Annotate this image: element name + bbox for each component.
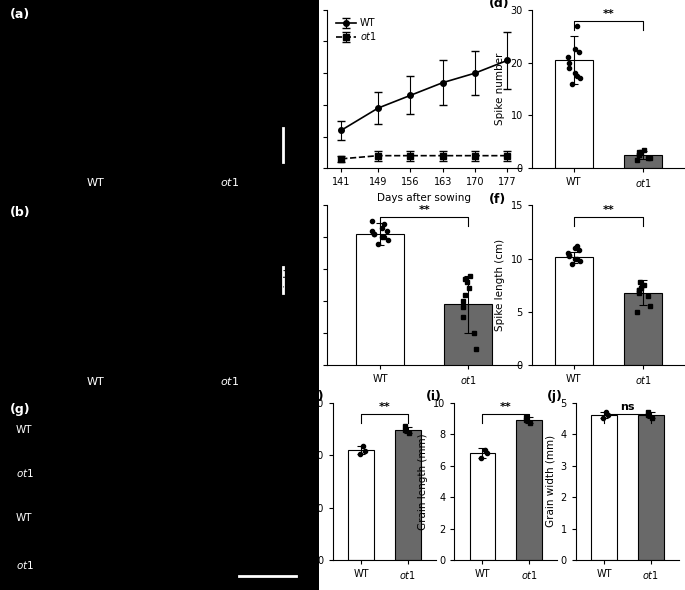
Text: (h): (h) [304,390,325,403]
Y-axis label: Grain width (mm): Grain width (mm) [545,435,555,527]
Text: (e): (e) [273,192,293,205]
Bar [356,234,404,525]
Bar [516,420,542,560]
Bar [395,430,421,560]
Legend: WT, $ot1$: WT, $ot1$ [332,15,380,46]
Y-axis label: Plant height (cm): Plant height (cm) [284,240,295,330]
Text: $ot1$: $ot1$ [220,375,239,388]
Text: (j): (j) [547,390,563,403]
Bar [624,155,662,168]
Text: **: ** [379,402,390,412]
Text: $ot1$: $ot1$ [16,559,34,571]
Text: WT: WT [87,378,104,388]
Text: (c): (c) [299,0,318,10]
Text: (d): (d) [489,0,510,10]
Text: (i): (i) [425,390,441,403]
Bar [624,293,662,365]
Text: $ot1$: $ot1$ [16,467,34,479]
Y-axis label: Spike length (cm): Spike length (cm) [495,239,505,331]
Text: ns: ns [620,402,634,412]
Text: **: ** [500,402,512,412]
Text: **: ** [603,205,614,215]
Bar [591,415,616,560]
Bar [470,453,495,560]
Bar [638,415,664,560]
Y-axis label: Tiller number: Tiller number [290,54,300,124]
Y-axis label: Grain length (mm): Grain length (mm) [418,433,427,530]
Text: **: ** [603,9,614,19]
Text: (g): (g) [10,403,30,416]
Text: WT: WT [87,178,104,188]
Bar [444,304,493,525]
Text: WT: WT [16,513,32,523]
Bar [555,60,593,168]
Text: **: ** [419,205,430,215]
Y-axis label: Spike number: Spike number [495,53,505,125]
Bar [555,257,593,365]
Text: (f): (f) [489,192,506,205]
Text: (b): (b) [10,205,30,218]
Bar [348,450,374,560]
Text: WT: WT [16,425,32,435]
X-axis label: Days after sowing: Days after sowing [377,193,471,203]
Text: $ot1$: $ot1$ [220,176,239,188]
Text: (a): (a) [10,8,30,21]
Y-axis label: Thousand-grain weight (g): Thousand-grain weight (g) [296,412,306,550]
